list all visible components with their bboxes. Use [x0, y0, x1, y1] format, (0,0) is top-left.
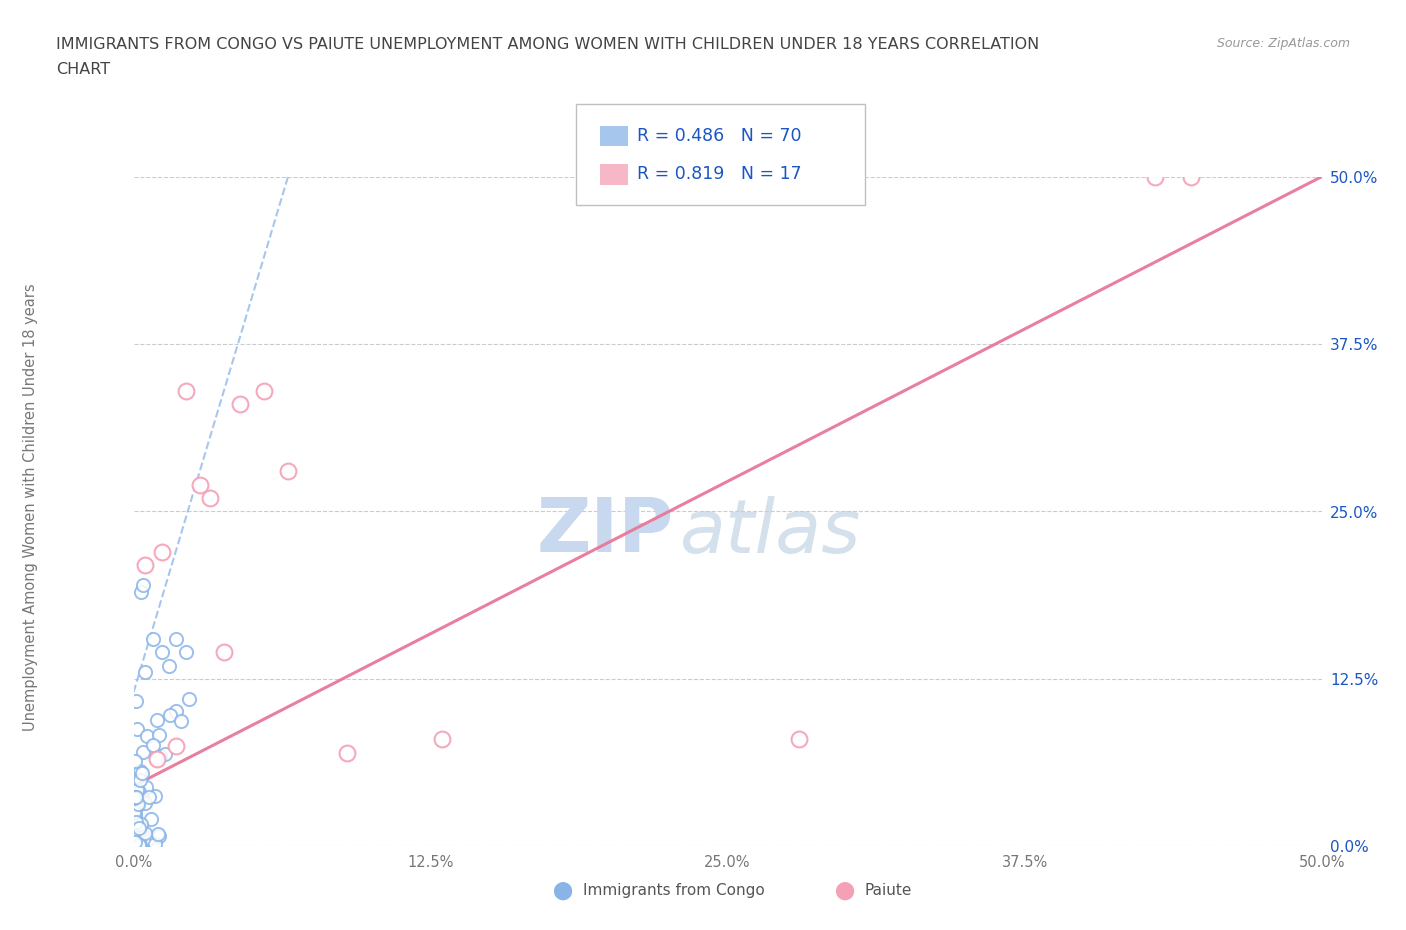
Point: [142, 737, 165, 752]
Point: [157, 658, 180, 673]
Point: [128, 785, 150, 800]
Point: [432, 732, 454, 747]
Point: [148, 829, 170, 844]
Point: [124, 806, 146, 821]
Point: [127, 836, 149, 851]
Point: [165, 631, 187, 646]
Point: [125, 834, 148, 849]
Point: [122, 822, 145, 837]
Point: [131, 826, 153, 841]
Point: [146, 712, 169, 727]
Point: [134, 826, 156, 841]
Point: [124, 804, 146, 819]
Point: [135, 779, 157, 794]
Point: [124, 790, 146, 804]
Point: [1144, 169, 1167, 184]
Point: [146, 751, 169, 766]
Point: [177, 692, 200, 707]
Point: [136, 831, 159, 846]
Point: [129, 584, 152, 599]
Point: [127, 797, 149, 812]
Point: [165, 738, 187, 753]
Point: [127, 798, 149, 813]
Point: [150, 644, 173, 659]
Point: [124, 835, 146, 850]
Point: [787, 732, 810, 747]
Point: [124, 834, 146, 849]
Point: [132, 578, 155, 592]
Point: [136, 728, 159, 743]
Text: Unemployment Among Women with Children Under 18 years: Unemployment Among Women with Children U…: [24, 283, 38, 731]
Point: [125, 839, 148, 854]
Point: [125, 814, 148, 829]
Point: [153, 747, 176, 762]
Point: [124, 828, 146, 843]
Text: R = 0.819   N = 17: R = 0.819 N = 17: [637, 166, 801, 183]
Text: ⬤: ⬤: [553, 882, 572, 900]
Point: [138, 790, 160, 804]
Point: [146, 827, 169, 842]
Point: [124, 753, 146, 768]
Point: [170, 713, 193, 728]
Point: [132, 745, 155, 760]
Point: [198, 491, 221, 506]
Text: R = 0.486   N = 70: R = 0.486 N = 70: [637, 127, 801, 145]
Point: [122, 835, 145, 850]
Point: [142, 631, 165, 646]
Point: [125, 782, 148, 797]
Point: [336, 745, 359, 760]
Point: [148, 728, 170, 743]
Point: [125, 790, 148, 804]
Point: [277, 464, 299, 479]
Text: ⬤: ⬤: [834, 882, 853, 900]
Point: [139, 811, 162, 826]
Point: [145, 751, 167, 765]
Point: [129, 790, 152, 804]
Point: [143, 837, 166, 852]
Point: [134, 665, 156, 680]
Point: [122, 791, 145, 806]
Point: [127, 817, 149, 832]
Point: [128, 820, 150, 835]
Point: [174, 383, 197, 398]
Point: [150, 544, 173, 559]
Point: [128, 838, 150, 853]
Point: [125, 694, 148, 709]
Point: [125, 795, 148, 810]
Point: [129, 764, 152, 778]
Text: atlas: atlas: [681, 496, 862, 567]
Point: [253, 383, 276, 398]
Point: [1180, 169, 1202, 184]
Point: [165, 704, 187, 719]
Point: [159, 708, 181, 723]
Point: [174, 644, 197, 659]
Point: [129, 772, 152, 787]
Text: IMMIGRANTS FROM CONGO VS PAIUTE UNEMPLOYMENT AMONG WOMEN WITH CHILDREN UNDER 18 : IMMIGRANTS FROM CONGO VS PAIUTE UNEMPLOY…: [56, 37, 1039, 52]
Text: Paiute: Paiute: [865, 884, 912, 898]
Point: [131, 816, 153, 830]
Point: [229, 397, 252, 412]
Point: [143, 789, 166, 804]
Point: [212, 644, 235, 659]
Point: [124, 813, 146, 828]
Point: [129, 824, 152, 839]
Point: [124, 808, 146, 823]
Point: [129, 837, 152, 852]
Text: CHART: CHART: [56, 62, 110, 77]
Text: Source: ZipAtlas.com: Source: ZipAtlas.com: [1216, 37, 1350, 50]
Point: [149, 749, 172, 764]
Point: [122, 836, 145, 851]
Point: [124, 831, 146, 846]
Text: Immigrants from Congo: Immigrants from Congo: [583, 884, 765, 898]
Text: ZIP: ZIP: [537, 495, 673, 568]
Point: [134, 795, 156, 810]
Point: [188, 477, 211, 492]
Point: [122, 826, 145, 841]
Point: [128, 836, 150, 851]
Point: [124, 824, 146, 839]
Point: [134, 558, 156, 573]
Point: [125, 722, 148, 737]
Point: [131, 765, 153, 780]
